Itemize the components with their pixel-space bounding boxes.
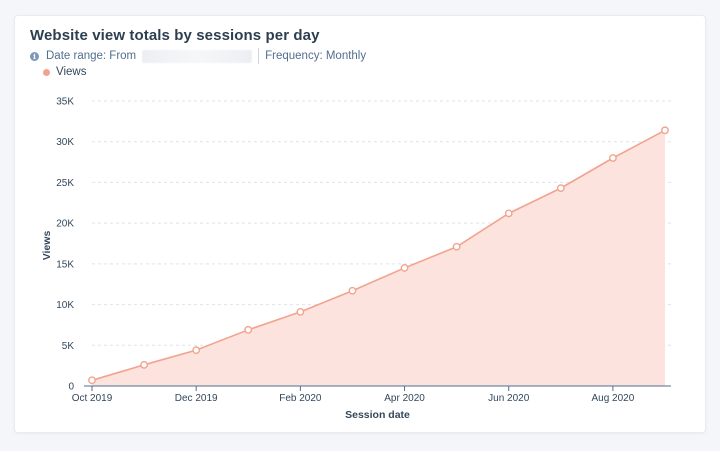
data-point-views: [400, 264, 409, 272]
data-point-views: [140, 360, 148, 369]
chart-legend[interactable]: Views: [43, 66, 86, 78]
legend-swatch-views: [43, 68, 50, 76]
date-range-label: Date range: From: [46, 50, 137, 62]
y-axis-title: Views: [41, 231, 53, 261]
data-point-views: [556, 184, 565, 193]
meta-divider: [258, 48, 260, 64]
series-line-views: [91, 129, 666, 382]
y-tick-label: 10K: [56, 300, 74, 311]
y-tick-label: 20K: [56, 219, 74, 230]
info-icon[interactable]: i: [30, 51, 39, 61]
data-point-views: [452, 242, 461, 251]
x-tick-label: Jun 2020: [488, 393, 530, 404]
legend-label-views: Views: [56, 66, 87, 78]
data-point-views: [88, 376, 96, 385]
data-point-views: [661, 126, 669, 135]
y-tick-label: 35K: [56, 97, 74, 108]
data-point-views: [348, 286, 357, 295]
x-tick-label: Aug 2020: [591, 393, 634, 404]
x-tick-label: Oct 2019: [72, 393, 113, 404]
date-range-value-redacted: [142, 49, 253, 63]
data-point-views: [296, 307, 305, 316]
y-tick-label: 0: [68, 382, 74, 393]
data-point-views: [609, 154, 617, 162]
frequency-label: Frequency: Monthly: [265, 50, 367, 62]
x-axis-title: Session date: [345, 409, 410, 421]
y-tick-label: 30K: [56, 137, 74, 148]
y-tick-label: 15K: [56, 259, 74, 270]
data-point-views: [192, 346, 201, 355]
data-point-views: [504, 209, 513, 218]
x-tick-label: Dec 2019: [175, 393, 218, 404]
data-point-views: [244, 325, 253, 334]
y-tick-label: 5K: [62, 341, 75, 352]
x-tick-label: Apr 2020: [384, 393, 425, 404]
x-tick-label: Feb 2020: [279, 393, 322, 404]
chart-meta: i Date range: From Frequency: Monthly: [30, 48, 366, 64]
chart-title: Website view totals by sessions per day: [30, 27, 320, 44]
series-area-views: [92, 130, 665, 386]
y-tick-label: 25K: [56, 178, 74, 189]
